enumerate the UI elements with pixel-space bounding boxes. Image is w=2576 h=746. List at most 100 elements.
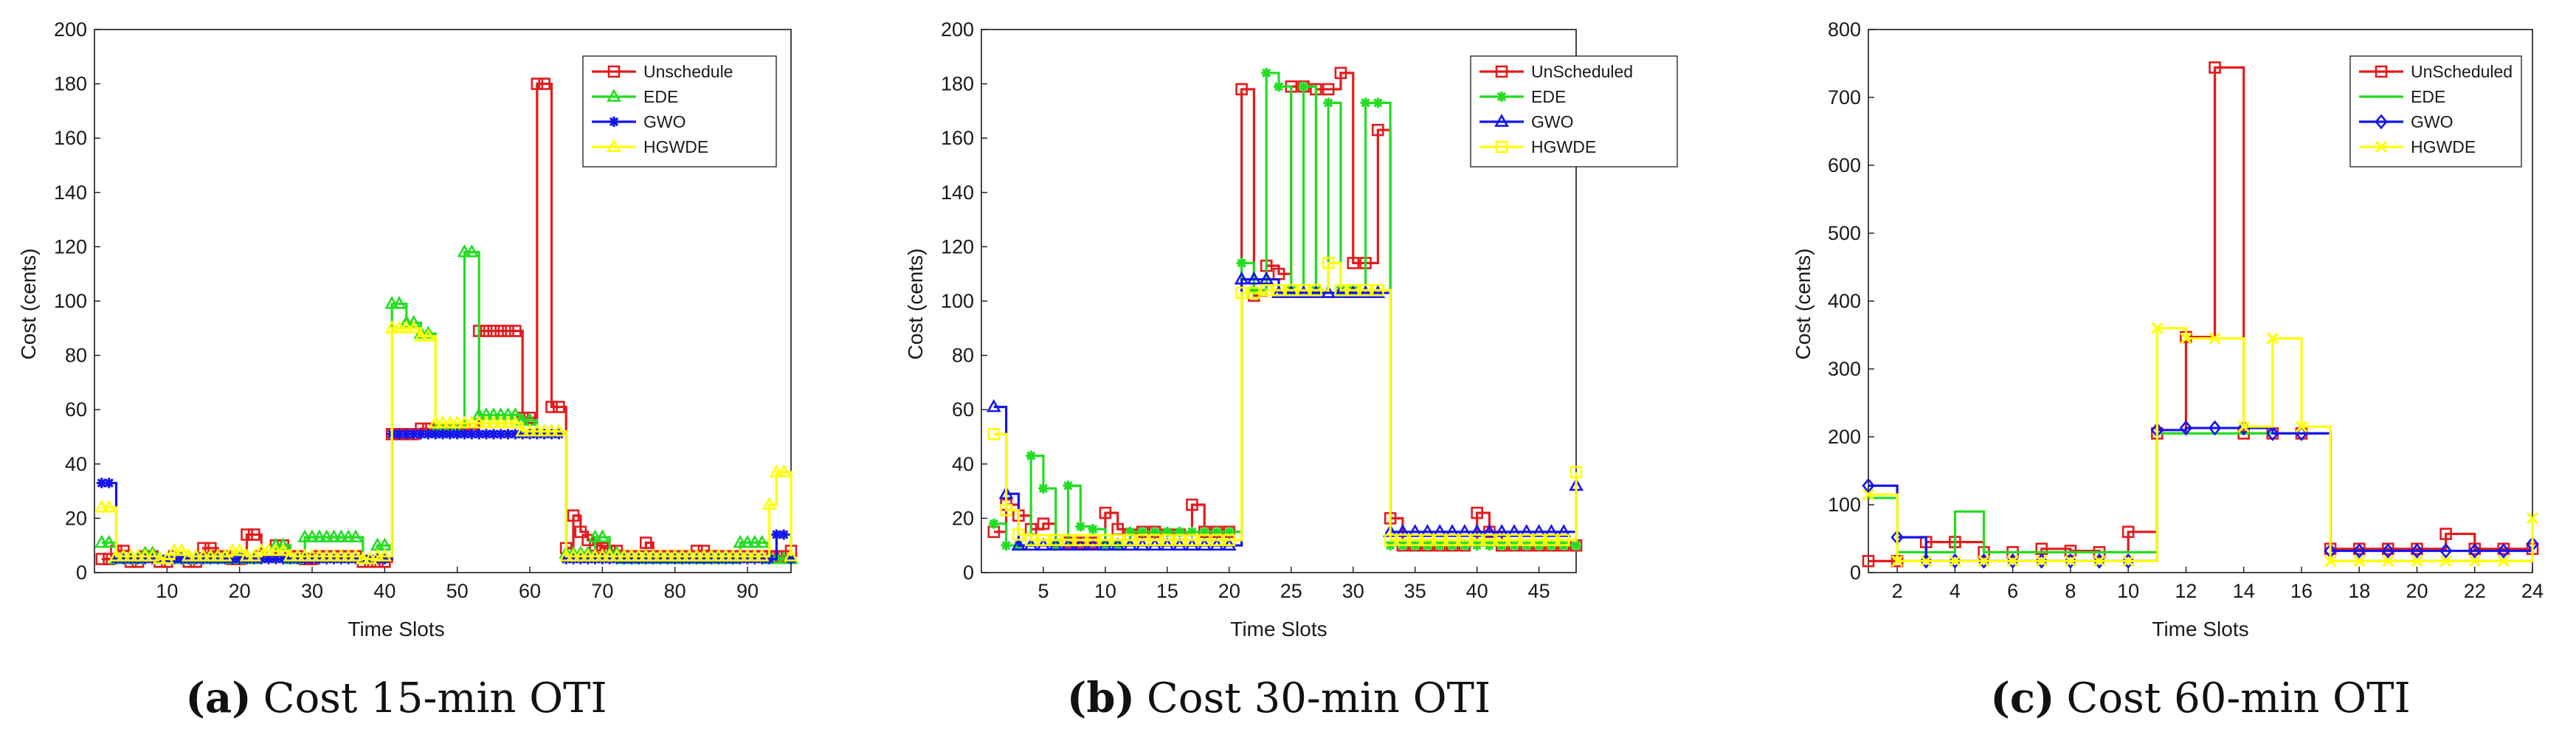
y-tick-label: 200 (1828, 426, 1861, 448)
data-point (1099, 533, 1112, 547)
y-tick-label: 200 (941, 18, 974, 41)
data-point (1370, 285, 1386, 298)
data-point (300, 553, 311, 564)
data-point (1409, 533, 1422, 547)
data-point (305, 548, 320, 562)
data-point (699, 553, 709, 564)
data-point (438, 429, 448, 440)
series-group (1862, 61, 2539, 569)
legend-box (582, 55, 777, 167)
data-point (596, 542, 609, 555)
data-point (213, 553, 224, 564)
data-point (2208, 420, 2222, 436)
data-point (2093, 555, 2106, 567)
data-point (486, 415, 501, 429)
data-point (1261, 67, 1272, 78)
data-point (575, 553, 586, 564)
data-point (435, 415, 450, 429)
data-point (210, 548, 226, 562)
data-point (553, 429, 564, 440)
legend-marker (607, 65, 621, 78)
data-point (539, 429, 550, 440)
y-tick-label: 180 (54, 73, 87, 95)
data-point (733, 534, 748, 548)
data-point (464, 415, 480, 429)
data-point (384, 320, 400, 334)
data-point (544, 423, 559, 437)
data-point (268, 542, 283, 556)
data-point (536, 423, 552, 437)
data-point (174, 542, 189, 556)
data-point (561, 553, 572, 564)
data-point (167, 542, 182, 556)
data-point (1920, 555, 1933, 567)
data-point (1347, 283, 1360, 297)
y-tick-label: 100 (941, 290, 974, 312)
data-point (551, 423, 567, 437)
data-point (133, 553, 143, 564)
legend-marker (2375, 114, 2388, 130)
data-point (123, 548, 139, 562)
data-point (111, 553, 122, 564)
data-point (2064, 555, 2077, 567)
panel-a-cost-15min: Cost (cents) Time Slots (a) Cost 15-min O… (17, 18, 798, 722)
y-tick-label: 0 (76, 562, 87, 584)
data-point (493, 415, 508, 429)
data-point (297, 548, 313, 562)
data-point (348, 529, 363, 543)
legend-marker (1495, 140, 1508, 153)
data-point (377, 548, 393, 562)
data-point (1186, 498, 1198, 511)
data-point (1531, 524, 1547, 537)
data-point (2006, 555, 2019, 567)
data-point (1483, 533, 1496, 547)
data-point (1001, 540, 1012, 551)
y-tick-label: 160 (941, 127, 974, 149)
data-point (590, 553, 601, 564)
data-point (147, 553, 158, 564)
data-point (669, 553, 680, 564)
series-group (986, 66, 1584, 552)
x-tick-label: 50 (446, 580, 469, 602)
data-point (2468, 543, 2482, 559)
data-point (1148, 533, 1161, 547)
data-point (406, 314, 421, 328)
data-point (1062, 533, 1074, 547)
data-point (355, 550, 370, 564)
data-point (667, 548, 683, 562)
data-point (1037, 517, 1050, 531)
data-point (517, 429, 528, 440)
y-tick-label: 0 (1850, 562, 1861, 584)
data-point (1508, 533, 1521, 547)
caption: (c) Cost 60-min OTI (1990, 674, 2410, 722)
data-point (1161, 526, 1173, 537)
x-tick-label: 40 (1466, 580, 1488, 602)
data-point (423, 429, 434, 440)
data-point (311, 529, 327, 543)
data-point (595, 529, 610, 543)
data-point (139, 553, 151, 564)
data-point (1949, 555, 1961, 567)
data-point (631, 548, 646, 562)
data-point (691, 553, 702, 564)
data-point (655, 553, 666, 564)
legend-item: HGWDE (2359, 137, 2476, 156)
data-point (241, 553, 252, 564)
data-point (720, 553, 731, 564)
data-point (500, 415, 516, 429)
data-point (1297, 283, 1310, 297)
x-tick-label: 20 (2406, 580, 2428, 602)
data-point (336, 553, 347, 564)
data-point (270, 553, 281, 564)
data-point (321, 553, 332, 564)
data-point (421, 325, 436, 339)
data-point (987, 428, 1001, 441)
y-tick-label: 800 (1828, 18, 1861, 41)
y-tick-label: 40 (952, 453, 974, 475)
data-point (1571, 540, 1581, 551)
data-point (1049, 533, 1063, 547)
data-point (1420, 524, 1435, 537)
data-point (2237, 421, 2250, 433)
data-point (531, 429, 542, 440)
data-point (1283, 285, 1299, 298)
